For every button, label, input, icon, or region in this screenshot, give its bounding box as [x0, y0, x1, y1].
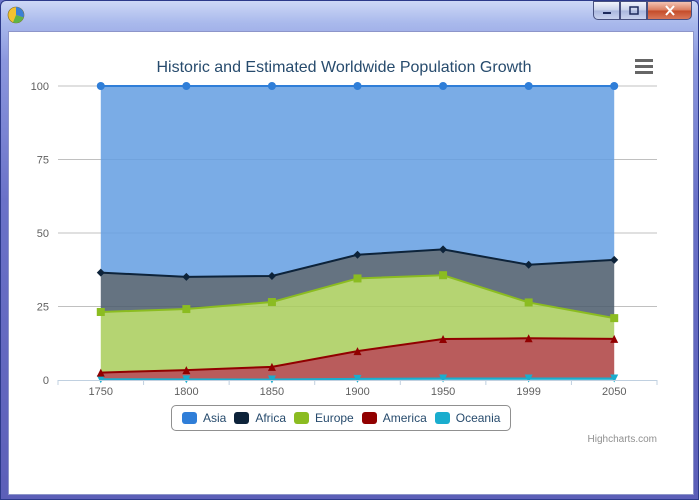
marker-asia — [267, 82, 276, 90]
y-tick-label: 0 — [43, 375, 49, 387]
area-asia — [100, 86, 615, 277]
marker-europe — [439, 271, 448, 280]
marker-europe — [267, 298, 276, 307]
marker-africa — [353, 250, 362, 259]
marker-oceania — [610, 374, 619, 383]
marker-africa — [96, 268, 105, 277]
y-tick-label: 75 — [37, 155, 49, 167]
minimize-button[interactable] — [593, 1, 620, 20]
marker-asia — [182, 82, 191, 90]
legend-label: Europe — [315, 411, 354, 425]
marker-america — [524, 334, 533, 343]
marker-asia — [353, 82, 362, 90]
close-button[interactable] — [647, 1, 692, 20]
legend-label: Africa — [255, 411, 287, 425]
marker-asia — [439, 82, 448, 90]
minimize-icon — [602, 11, 611, 14]
y-tick-label: 50 — [37, 228, 49, 240]
credits-link[interactable]: Highcharts.com — [587, 434, 657, 445]
x-tick-label: 2050 — [602, 386, 626, 398]
x-tick-label: 1950 — [431, 386, 455, 398]
marker-america — [353, 347, 362, 356]
legend-item-asia[interactable]: Asia — [182, 411, 226, 425]
marker-america — [610, 334, 619, 343]
maximize-icon — [628, 5, 639, 15]
axes: 0 25 50 75 100 1750 1800 1850 1900 1950 1999 2050 — [31, 81, 658, 398]
close-icon — [664, 5, 675, 16]
chart-menu-button[interactable] — [635, 59, 653, 75]
marker-america — [182, 366, 191, 375]
legend-swatch — [361, 412, 377, 424]
area-europe — [100, 275, 615, 373]
x-tick-label: 1900 — [345, 386, 369, 398]
area-africa — [100, 249, 615, 319]
x-tick-label: 1750 — [89, 386, 113, 398]
marker-europe — [96, 307, 105, 316]
window-controls — [593, 1, 692, 20]
chart-title: Historic and Estimated Worldwide Populat… — [157, 59, 532, 76]
chart-container: Historic and Estimated Worldwide Populat… — [8, 31, 694, 495]
marker-africa — [182, 272, 191, 281]
marker-oceania — [96, 375, 105, 384]
maximize-button[interactable] — [620, 1, 647, 20]
marker-oceania — [439, 374, 448, 383]
legend-label: Asia — [203, 411, 227, 425]
y-tick-label: 25 — [37, 302, 49, 314]
y-tick-label: 100 — [31, 81, 49, 93]
marker-africa — [439, 245, 448, 254]
legend-label: Oceania — [455, 411, 501, 425]
marker-europe — [610, 314, 619, 323]
legend-swatch — [294, 412, 310, 424]
marker-america — [267, 362, 276, 371]
marker-asia — [610, 82, 619, 90]
marker-oceania — [267, 375, 276, 384]
marker-europe — [524, 298, 533, 307]
series-markers — [96, 82, 619, 384]
x-tick-label: 1800 — [174, 386, 198, 398]
marker-oceania — [353, 374, 362, 383]
marker-europe — [353, 274, 362, 283]
marker-africa — [267, 271, 276, 280]
legend-swatch — [182, 412, 197, 424]
marker-africa — [524, 260, 533, 269]
marker-oceania — [182, 375, 191, 384]
marker-asia — [96, 82, 105, 90]
legend-swatch — [234, 412, 250, 424]
legend-label: America — [382, 411, 427, 425]
chart-svg: Historic and Estimated Worldwide Populat… — [31, 59, 658, 398]
marker-asia — [524, 82, 533, 90]
marker-america — [439, 334, 448, 343]
title-bar[interactable] — [1, 1, 698, 29]
legend-item-oceania[interactable]: Oceania — [434, 411, 501, 425]
marker-america — [96, 368, 105, 377]
marker-oceania — [524, 374, 533, 383]
chart-legend: Asia Africa Europe America Oceania — [171, 405, 512, 431]
x-tick-label: 1999 — [516, 386, 540, 398]
legend-item-europe[interactable]: Europe — [294, 411, 354, 425]
legend-item-america[interactable]: America — [361, 411, 427, 425]
legend-item-africa[interactable]: Africa — [234, 411, 286, 425]
x-tick-label: 1850 — [260, 386, 284, 398]
stacked-areas — [100, 86, 615, 380]
legend-swatch — [434, 412, 450, 424]
marker-europe — [182, 305, 191, 314]
pie-chart-icon — [7, 6, 25, 24]
